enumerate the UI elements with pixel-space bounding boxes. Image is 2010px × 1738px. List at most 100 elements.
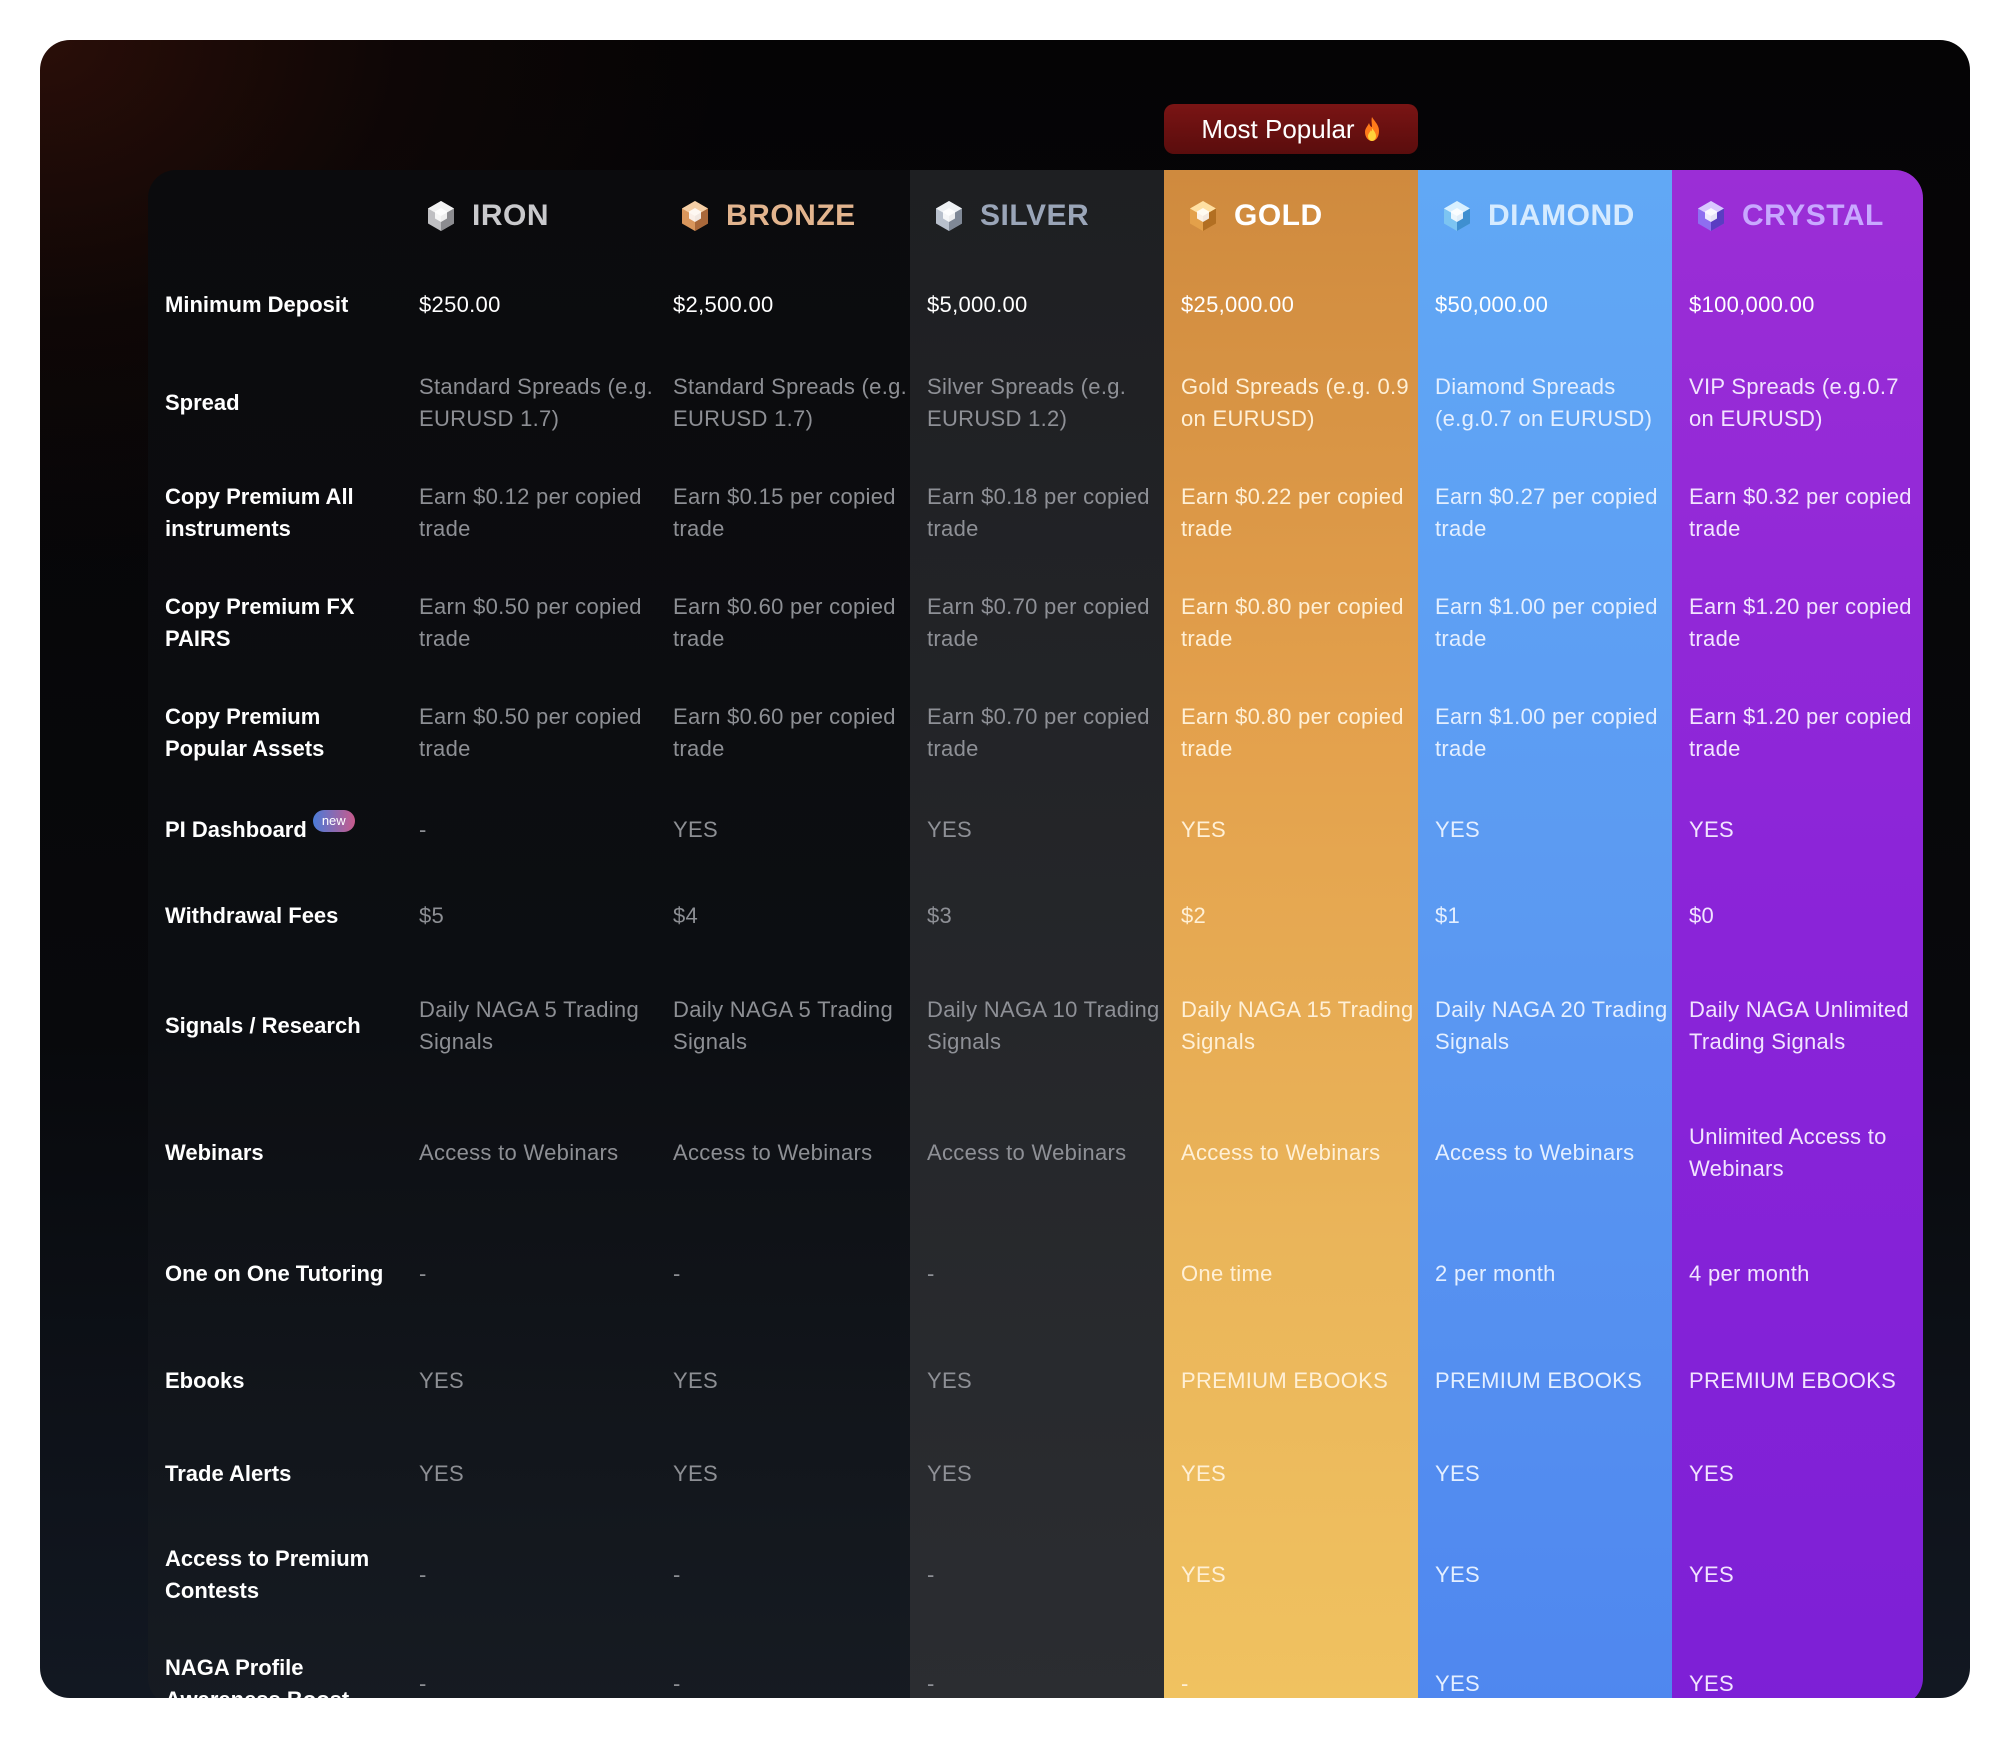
cell-crystal: Earn $1.20 per copied trade xyxy=(1689,594,1912,651)
feature-label-text: Webinars xyxy=(165,1140,264,1165)
cell-bronze: $4 xyxy=(673,903,699,928)
feature-row: Access to Premium Contests - - - YES YES YES xyxy=(148,1520,1923,1630)
feature-label: NAGA Profile Awareness Boost xyxy=(165,1630,395,1698)
feature-row: Copy Premium FX PAIRS Earn $0.50 per copi… xyxy=(148,568,1923,678)
cell-gold: $2 xyxy=(1181,903,1207,928)
cell-diamond: Earn $0.27 per copied trade xyxy=(1435,484,1658,541)
most-popular-badge: Most Popular xyxy=(1164,104,1418,154)
feature-label: Access to Premium Contests xyxy=(165,1520,395,1630)
cell-iron: Earn $0.50 per copied trade xyxy=(419,594,642,651)
cell-iron: Earn $0.50 per copied trade xyxy=(419,704,642,761)
cell-bronze: Daily NAGA 5 Trading Signals xyxy=(673,997,893,1054)
gold-gem-icon xyxy=(1190,201,1216,231)
cell-bronze: - xyxy=(673,1261,681,1286)
cell-gold: PREMIUM EBOOKS xyxy=(1181,1368,1389,1393)
feature-label-text: Minimum Deposit xyxy=(165,292,349,317)
cell-diamond: YES xyxy=(1435,1671,1480,1696)
cell-silver: Daily NAGA 10 Trading Signals xyxy=(927,997,1160,1054)
silver-column-bg xyxy=(910,170,1164,1698)
cell-silver: Access to Webinars xyxy=(927,1140,1127,1165)
feature-row: One on One Tutoring - - - One time 2 per mont… xyxy=(148,1214,1923,1334)
tier-header-crystal: CRYSTAL xyxy=(1672,170,1923,262)
feature-label-text: Copy Premium Popular Assets xyxy=(165,704,325,761)
feature-label-text: One on One Tutoring xyxy=(165,1261,384,1286)
cell-crystal: VIP Spreads (e.g.0.7 on EURUSD) xyxy=(1689,374,1899,431)
cell-crystal: Earn $0.32 per copied trade xyxy=(1689,484,1912,541)
cell-diamond: Diamond Spreads (e.g.0.7 on EURUSD) xyxy=(1435,374,1653,431)
feature-label-text: Withdrawal Fees xyxy=(165,903,339,928)
cell-bronze: Standard Spreads (e.g. EURUSD 1.7) xyxy=(673,374,908,431)
cell-bronze: Earn $0.15 per copied trade xyxy=(673,484,896,541)
cell-diamond: YES xyxy=(1435,817,1480,842)
tier-name: CRYSTAL xyxy=(1742,199,1884,232)
cell-silver: Silver Spreads (e.g. EURUSD 1.2) xyxy=(927,374,1127,431)
cell-gold: Earn $0.80 per copied trade xyxy=(1181,594,1404,651)
cell-gold: $25,000.00 xyxy=(1181,292,1295,317)
cell-silver: Earn $0.18 per copied trade xyxy=(927,484,1150,541)
cell-silver: YES xyxy=(927,817,972,842)
feature-label-text: Spread xyxy=(165,390,240,415)
feature-row: Spread Standard Spreads (e.g. EURUSD 1.7)… xyxy=(148,348,1923,458)
feature-row: Withdrawal Fees $5 $4 $3 $2 $1 $0 xyxy=(148,872,1923,960)
cell-silver: YES xyxy=(927,1368,972,1393)
cell-bronze: Earn $0.60 per copied trade xyxy=(673,594,896,651)
tier-header-diamond: DIAMOND xyxy=(1418,170,1672,262)
cell-gold: YES xyxy=(1181,1562,1226,1587)
tier-name: BRONZE xyxy=(726,199,856,232)
cell-gold: - xyxy=(1181,1671,1189,1696)
tier-comparison-table: IRON BRONZE SILVER GOLD DIAMOND CRYSTAL Minim… xyxy=(148,170,1923,1698)
feature-label-text: PI Dashboard xyxy=(165,817,307,842)
cell-diamond: $50,000.00 xyxy=(1435,292,1549,317)
cell-iron: YES xyxy=(419,1461,464,1486)
feature-row: Ebooks YES YES YES PREMIUM EBOOKS PREMIUM EBO… xyxy=(148,1334,1923,1428)
cell-crystal: PREMIUM EBOOKS xyxy=(1689,1368,1897,1393)
crystal-gem-icon xyxy=(1698,201,1724,231)
cell-crystal: YES xyxy=(1689,1461,1734,1486)
cell-iron: - xyxy=(419,1261,427,1286)
cell-gold: Access to Webinars xyxy=(1181,1140,1381,1165)
feature-label-text: Copy Premium All instruments xyxy=(165,484,354,541)
cell-silver: - xyxy=(927,1671,935,1696)
most-popular-label: Most Popular xyxy=(1201,113,1355,144)
tier-name: GOLD xyxy=(1234,199,1323,232)
cell-bronze: YES xyxy=(673,1368,718,1393)
cell-bronze: YES xyxy=(673,1461,718,1486)
cell-iron: - xyxy=(419,1671,427,1696)
cell-bronze: - xyxy=(673,1562,681,1587)
crystal-column-bg xyxy=(1672,170,1923,1698)
silver-gem-icon xyxy=(936,201,962,231)
feature-row: Copy Premium All instruments Earn $0.12 p… xyxy=(148,458,1923,568)
feature-label: Copy Premium All instruments xyxy=(165,458,395,568)
cell-diamond: Earn $1.00 per copied trade xyxy=(1435,594,1658,651)
cell-silver: - xyxy=(927,1562,935,1587)
cell-iron: Standard Spreads (e.g. EURUSD 1.7) xyxy=(419,374,654,431)
feature-label: PI Dashboard new xyxy=(165,788,395,872)
feature-row: Trade Alerts YES YES YES YES YES YES xyxy=(148,1428,1923,1520)
feature-label: Ebooks xyxy=(165,1334,395,1428)
cell-gold: One time xyxy=(1181,1261,1273,1286)
feature-label-text: NAGA Profile Awareness Boost xyxy=(165,1655,349,1698)
cell-iron: $5 xyxy=(419,903,445,928)
feature-label: Signals / Research xyxy=(165,960,395,1092)
iron-gem-icon xyxy=(428,201,454,231)
cell-diamond: PREMIUM EBOOKS xyxy=(1435,1368,1643,1393)
feature-row: Minimum Deposit $250.00 $2,500.00 $5,000.00… xyxy=(148,262,1923,348)
cell-bronze: Earn $0.60 per copied trade xyxy=(673,704,896,761)
tier-name: DIAMOND xyxy=(1488,199,1635,232)
cell-bronze: Access to Webinars xyxy=(673,1140,873,1165)
cell-crystal: YES xyxy=(1689,1562,1734,1587)
cell-crystal: $0 xyxy=(1689,903,1715,928)
cell-crystal: Unlimited Access to Webinars xyxy=(1689,1124,1887,1181)
cell-crystal: Daily NAGA Unlimited Trading Signals xyxy=(1689,997,1909,1054)
cell-diamond: $1 xyxy=(1435,903,1461,928)
cell-diamond: YES xyxy=(1435,1461,1480,1486)
cell-diamond: 2 per month xyxy=(1435,1261,1556,1286)
cell-iron: Access to Webinars xyxy=(419,1140,619,1165)
cell-diamond: Daily NAGA 20 Trading Signals xyxy=(1435,997,1668,1054)
cell-diamond: YES xyxy=(1435,1562,1480,1587)
cell-silver: YES xyxy=(927,1461,972,1486)
cell-gold: Earn $0.22 per copied trade xyxy=(1181,484,1404,541)
feature-label: Withdrawal Fees xyxy=(165,872,395,960)
pricing-panel: Most Popular IRON BRONZE SILVER GOLD DIAMOND… xyxy=(40,40,1970,1698)
cell-diamond: Access to Webinars xyxy=(1435,1140,1635,1165)
